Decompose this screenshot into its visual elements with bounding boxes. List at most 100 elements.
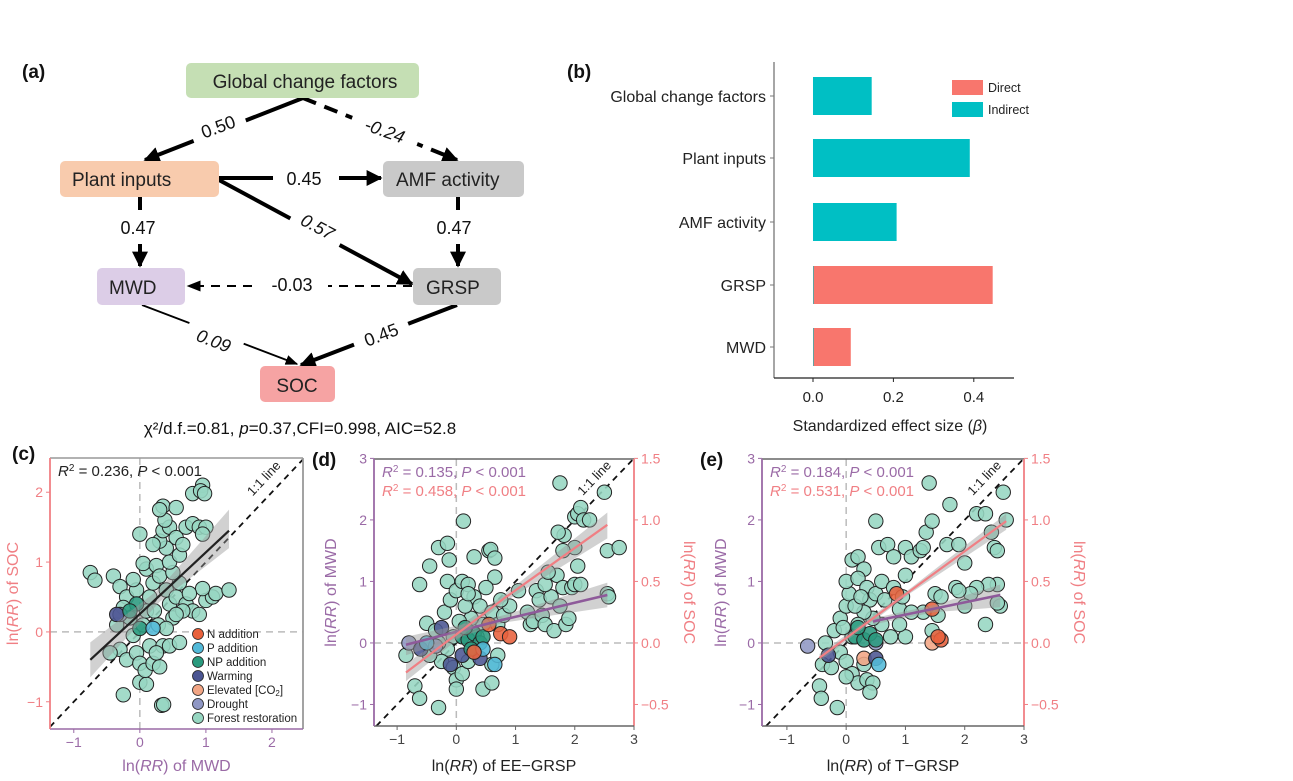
data-point <box>125 571 141 588</box>
edge-coef-amf-grsp: 0.47 <box>436 218 471 238</box>
y-right-tick-label: 0.5 <box>641 573 661 589</box>
edge-coef-grsp-mwd: -0.03 <box>271 275 312 295</box>
legend-text: P addition <box>207 643 258 655</box>
legend-swatch-direct <box>952 80 983 95</box>
legend-text: NP addition <box>207 657 266 669</box>
x-tick-label: 0 <box>842 731 850 747</box>
data-point <box>596 484 613 500</box>
data-point <box>850 549 866 565</box>
label-part: ln( <box>680 541 697 559</box>
data-point <box>145 536 161 553</box>
data-point <box>454 666 470 682</box>
data-point <box>868 632 884 648</box>
data-point <box>135 555 151 572</box>
y-axis-label-right: ln(RR) of SOC <box>680 541 697 644</box>
data-point <box>132 526 148 542</box>
r-value: = 0.458, <box>398 483 461 500</box>
legend-label-direct: Direct <box>988 81 1021 95</box>
data-point <box>138 676 155 692</box>
data-point <box>921 475 937 491</box>
label-italic: β <box>972 418 982 435</box>
node-box <box>97 268 185 305</box>
plot-area: 1:1 line <box>762 459 1024 726</box>
y-right-tick-label: 0.0 <box>1031 635 1051 651</box>
label-part: ) of MWD <box>323 538 340 606</box>
data-point <box>181 585 198 602</box>
data-point <box>951 582 967 599</box>
x-tick-label: −1 <box>779 731 795 747</box>
data-point <box>838 669 854 685</box>
data-point <box>862 684 878 700</box>
p-value: < 0.001 <box>859 464 914 481</box>
p-value: < 0.001 <box>471 483 526 500</box>
effect-size-bar-chart: (b) Global change factors Plant inputs AMF… <box>567 62 1030 435</box>
label-part: Standardized effect size ( <box>793 418 974 435</box>
one-to-one-label: 1:1 line <box>244 458 284 499</box>
subscript: 2 <box>275 689 280 698</box>
node-soc: SOC <box>260 366 335 402</box>
data-point <box>868 513 884 529</box>
legend-label: Drought <box>207 699 249 711</box>
legend-label: N addition <box>207 629 259 641</box>
panel-label-d: (d) <box>312 450 336 471</box>
legend-marker <box>192 628 204 640</box>
label-part: ln( <box>5 627 22 645</box>
data-point <box>891 616 908 633</box>
label-part: ) of SOC <box>1070 582 1087 644</box>
data-point <box>194 526 211 542</box>
y-tick-label: 0 <box>359 635 367 651</box>
r-squared-annotation: R2 = 0.236, P < 0.001 <box>58 463 202 480</box>
y-right-tick-label: 1.0 <box>1031 512 1051 528</box>
data-point <box>448 681 465 697</box>
node-label: Plant inputs <box>72 170 171 191</box>
data-point <box>466 644 482 660</box>
legend-text: Elevated [CO <box>207 685 275 697</box>
edge-grsp-soc: 0.45 <box>299 303 458 368</box>
y-right-tick-label: 1.5 <box>1031 450 1051 466</box>
legend-label: Elevated [CO2] <box>207 685 283 698</box>
r-value: = 0.184, <box>786 464 849 481</box>
legend-label: NP addition <box>207 657 266 669</box>
label-italic: RR <box>140 758 164 775</box>
node-box <box>260 366 335 402</box>
data-point <box>191 606 207 623</box>
label-italic: RR <box>1070 559 1087 583</box>
data-point <box>871 656 887 673</box>
data-point <box>930 629 946 645</box>
plot-area: 1:1 line <box>50 458 303 729</box>
label-italic: RR <box>5 604 22 628</box>
node-label: MWD <box>109 278 156 299</box>
edge-mwd-soc: 0.09 <box>141 304 299 365</box>
data-point <box>995 484 1011 500</box>
data-point <box>487 656 503 673</box>
label-part: ) of MWD <box>163 758 231 775</box>
data-point <box>439 535 456 551</box>
data-point <box>168 499 184 516</box>
x-tick-label: 0.2 <box>883 389 904 406</box>
p-symbol: P <box>849 483 859 500</box>
data-point <box>924 513 940 529</box>
node-box <box>60 161 219 197</box>
one-to-one-line <box>375 459 634 726</box>
legend-label: Warming <box>207 671 253 683</box>
legend-marker <box>192 698 204 710</box>
data-point <box>196 485 213 502</box>
data-point <box>151 568 168 584</box>
y-tick-label: 2 <box>747 512 755 528</box>
y-axis-label: ln(RR) of MWD <box>323 538 340 646</box>
x-tick-label: 0.0 <box>803 389 824 406</box>
x-tick-label: 3 <box>630 731 638 747</box>
plot-area: 1:1 line <box>374 459 634 726</box>
data-point <box>550 524 566 540</box>
data-point <box>879 536 896 553</box>
label-italic: RR <box>844 758 868 775</box>
data-point <box>411 690 428 707</box>
node-mwd: MWD <box>97 268 185 305</box>
data-point <box>194 580 211 597</box>
node-label: AMF activity <box>396 170 500 191</box>
legend-text: Warming <box>207 671 253 683</box>
node-grsp: GRSP <box>413 268 501 305</box>
y-tick-label: 0 <box>35 624 43 640</box>
data-point <box>572 576 589 593</box>
label-part: ln( <box>122 758 140 775</box>
